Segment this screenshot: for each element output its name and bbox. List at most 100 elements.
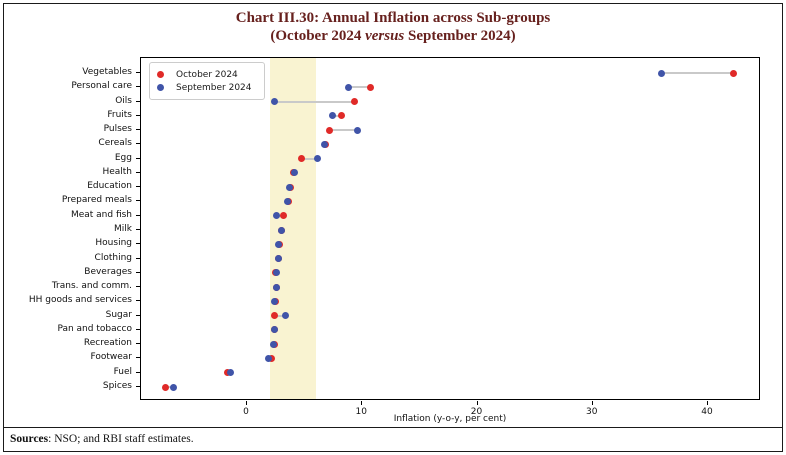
data-point-september bbox=[274, 255, 282, 263]
y-axis-tick bbox=[136, 300, 140, 302]
y-axis-tick bbox=[136, 271, 140, 273]
connector-line bbox=[332, 114, 342, 117]
y-axis-label: Egg bbox=[114, 152, 132, 163]
data-point-september bbox=[290, 169, 298, 177]
y-axis-label: Meat and fish bbox=[70, 209, 132, 220]
y-axis-tick bbox=[136, 386, 140, 387]
y-axis-label: Milk bbox=[114, 224, 132, 234]
y-axis-tick bbox=[136, 343, 140, 345]
connector-line bbox=[329, 129, 358, 132]
data-point-october bbox=[729, 69, 737, 77]
y-axis-tick bbox=[136, 171, 140, 173]
chart-title-line2-post: September 2024) bbox=[404, 28, 516, 44]
connector-line bbox=[301, 157, 318, 160]
data-point-september bbox=[265, 354, 273, 362]
y-axis-tick bbox=[136, 229, 140, 230]
y-axis-label: Personal care bbox=[71, 81, 132, 92]
y-axis-tick bbox=[136, 186, 140, 188]
chart-title-line2-pre: (October 2024 bbox=[270, 28, 366, 44]
y-axis-label: Oils bbox=[115, 95, 132, 106]
y-axis-tick bbox=[136, 243, 140, 245]
connector-line bbox=[661, 72, 734, 74]
y-axis-label: Trans. and comm. bbox=[51, 281, 132, 292]
y-axis-label: Health bbox=[102, 166, 132, 177]
y-axis-tick bbox=[136, 314, 140, 316]
data-point-september bbox=[354, 126, 362, 134]
y-axis-label: Vegetables bbox=[82, 67, 132, 77]
y-axis-label: Housing bbox=[95, 238, 132, 249]
data-point-september bbox=[273, 212, 281, 220]
data-point-september bbox=[271, 326, 279, 334]
data-point-september bbox=[344, 83, 352, 91]
data-point-september bbox=[271, 98, 279, 106]
y-axis-label: Recreation bbox=[83, 338, 132, 349]
data-point-october bbox=[271, 312, 279, 320]
sources-label: Sources bbox=[10, 433, 49, 445]
data-point-september bbox=[278, 226, 286, 234]
data-point-october bbox=[350, 98, 358, 106]
data-point-september bbox=[658, 69, 666, 77]
y-axis-tick bbox=[136, 257, 140, 259]
legend-marker-icon bbox=[157, 84, 164, 91]
data-point-october bbox=[280, 212, 288, 220]
y-axis-tick bbox=[136, 200, 140, 202]
chart-title: Chart III.30: Annual Inflation across Su… bbox=[0, 9, 786, 45]
footer-divider bbox=[3, 427, 783, 428]
legend-item: September 2024 bbox=[157, 81, 252, 94]
y-axis-tick bbox=[136, 100, 140, 102]
y-axis-tick bbox=[136, 129, 140, 131]
data-point-september bbox=[320, 140, 328, 148]
legend-label: September 2024 bbox=[176, 82, 252, 93]
data-point-september bbox=[281, 312, 289, 320]
data-point-september bbox=[227, 369, 235, 377]
connector-line bbox=[165, 386, 174, 388]
y-axis-label: Education bbox=[87, 181, 132, 192]
y-axis-label: Pulses bbox=[103, 124, 132, 135]
data-point-september bbox=[313, 155, 321, 163]
x-axis-tick bbox=[591, 401, 593, 405]
x-axis-tick-label: 0 bbox=[243, 407, 249, 417]
data-point-october bbox=[161, 383, 169, 391]
legend-label: October 2024 bbox=[176, 69, 238, 80]
y-axis-tick bbox=[136, 214, 140, 216]
data-point-september bbox=[286, 183, 294, 191]
y-axis-label: Footwear bbox=[90, 352, 132, 363]
y-axis-label: Cereals bbox=[98, 138, 132, 149]
data-point-september bbox=[328, 112, 336, 120]
connector-line bbox=[274, 314, 286, 317]
data-point-september bbox=[271, 297, 279, 305]
data-point-september bbox=[270, 340, 278, 348]
connector-line bbox=[348, 86, 371, 89]
x-axis: 0 10 20 30 40 bbox=[140, 400, 760, 426]
x-axis-tick-label: 10 bbox=[355, 407, 367, 417]
data-point-october bbox=[326, 126, 334, 134]
legend-item: October 2024 bbox=[157, 68, 252, 81]
y-axis-tick bbox=[136, 328, 140, 330]
x-axis-tick bbox=[361, 401, 363, 405]
y-axis-label: Spices bbox=[102, 381, 132, 391]
y-axis-tick bbox=[136, 86, 140, 88]
y-axis-label: Prepared meals bbox=[61, 195, 132, 206]
y-axis-tick bbox=[136, 286, 140, 288]
sources-note: Sources: NSO; and RBI staff estimates. bbox=[10, 433, 194, 445]
x-axis-title: Inflation (y-o-y, per cent) bbox=[393, 414, 507, 424]
y-axis-tick bbox=[136, 72, 140, 73]
y-axis-label: Fruits bbox=[107, 109, 132, 120]
y-axis-tick bbox=[136, 157, 140, 159]
tolerance-band bbox=[270, 58, 317, 399]
data-point-september bbox=[283, 197, 291, 205]
x-axis-tick-label: 40 bbox=[701, 407, 713, 417]
y-axis-label: Clothing bbox=[94, 252, 132, 263]
y-axis-label: HH goods and services bbox=[28, 295, 132, 306]
sources-text: : NSO; and RBI staff estimates. bbox=[48, 433, 194, 445]
y-axis-label: Sugar bbox=[105, 309, 132, 320]
y-axis-tick bbox=[136, 357, 140, 359]
chart-title-line2-versus: versus bbox=[365, 28, 405, 44]
y-axis-tick bbox=[136, 143, 140, 145]
x-axis-tick bbox=[706, 401, 708, 405]
y-axis-tick bbox=[136, 114, 140, 116]
x-axis-tick bbox=[476, 401, 478, 405]
chart-title-line2: (October 2024 versus September 2024) bbox=[0, 27, 786, 45]
x-axis-tick-label: 20 bbox=[470, 407, 483, 417]
